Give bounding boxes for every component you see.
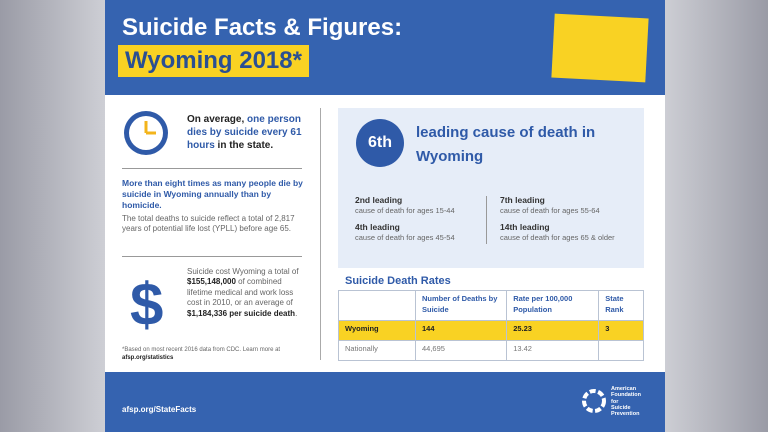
footer-url: afsp.org/StateFacts	[122, 405, 197, 414]
title: Suicide Facts & Figures:	[122, 14, 403, 41]
age-rank: 14th leading	[500, 222, 550, 232]
text: in the state.	[214, 140, 274, 151]
footnote: *Based on most recent 2016 data from CDC…	[122, 347, 312, 363]
age-rank: 4th leading	[355, 222, 400, 232]
text: of combined lifetime medical and work lo…	[187, 277, 294, 308]
cell: 144	[414, 320, 508, 341]
logo-line: Foundation	[611, 392, 641, 399]
table-row: Wyoming 144 25.23 3	[338, 320, 644, 341]
stat-two: More than eight times as many people die…	[122, 178, 303, 211]
highlight: $155,148,000	[187, 277, 236, 287]
cell	[598, 340, 644, 361]
text: *Based on most recent 2016 data from CDC…	[122, 347, 281, 353]
cell: 44,695	[414, 340, 508, 361]
cell	[338, 290, 416, 321]
age-rank: 2nd leading	[355, 195, 403, 205]
text: On average,	[187, 114, 248, 125]
logo-line: American	[611, 386, 637, 392]
age-rank: 7th leading	[500, 195, 545, 205]
table-title: Suicide Death Rates	[345, 275, 451, 287]
cell: Nationally	[338, 340, 416, 361]
age-desc: cause of death for ages 45-54	[355, 233, 455, 242]
logo-text: American Foundation for Suicide Prevention	[611, 386, 641, 418]
text: .	[295, 308, 298, 318]
rank-badge: 6th	[356, 119, 404, 167]
rank-text: leading cause of death in Wyoming	[416, 124, 596, 165]
divider	[320, 108, 321, 360]
age-desc: cause of death for ages 55-64	[500, 206, 600, 215]
stat-three: The total deaths to suicide reflect a to…	[122, 214, 295, 234]
divider	[122, 256, 302, 257]
cost: Suicide cost Wyoming a total of $155,148…	[187, 267, 305, 319]
header-row: Number of Deaths by Suicide Rate per 100,…	[338, 290, 644, 321]
column-header: Number of Deaths by Suicide	[414, 290, 508, 321]
logo-line: for	[611, 398, 619, 405]
column-header: Rate per 100,000 Population	[506, 290, 600, 321]
column-header: State Rank	[598, 290, 644, 321]
cell: 25.23	[506, 320, 600, 341]
age-desc: cause of death for ages 65 & older	[500, 233, 615, 242]
cell: 3	[598, 320, 644, 341]
dollar-icon: $	[130, 271, 164, 338]
link: afsp.org/statistics	[122, 354, 174, 361]
cell: 13.42	[506, 340, 600, 361]
stat-one: On average, one person dies by suicide e…	[187, 113, 312, 152]
divider	[486, 196, 487, 244]
highlight: $1,184,336 per suicide death	[187, 308, 296, 318]
logo-icon	[582, 389, 606, 413]
clock-icon	[124, 111, 168, 155]
text: Suicide cost Wyoming a total of	[187, 267, 299, 276]
logo-line: Prevention	[611, 411, 640, 418]
age-desc: cause of death for ages 15-44	[355, 206, 455, 215]
highlight: one person dies by suicide every 61 hour…	[187, 114, 302, 151]
subtitle: Wyoming 2018*	[118, 45, 309, 77]
card: Suicide Facts & Figures: Wyoming 2018* O…	[105, 0, 665, 432]
table-row: Nationally 44,695 13.42	[338, 340, 644, 361]
rates-table: Number of Deaths by Suicide Rate per 100,…	[338, 290, 644, 361]
logo-line: Suicide	[611, 404, 631, 411]
footer	[105, 372, 665, 432]
divider	[122, 168, 302, 169]
cell: Wyoming	[338, 320, 416, 341]
state-shape	[551, 13, 649, 83]
